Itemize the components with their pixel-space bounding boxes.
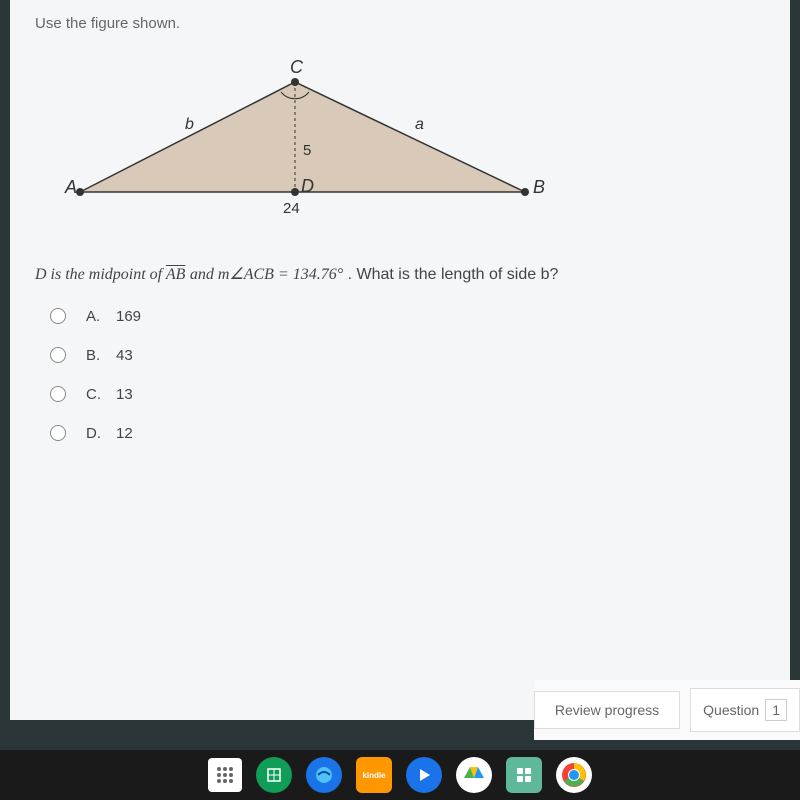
option-c[interactable]: C. 13 [50, 386, 765, 403]
triangle-figure: A B C D b a 5 24 [65, 62, 545, 232]
option-c-value: 13 [116, 386, 133, 403]
bottom-bar: Review progress Question 1 [534, 680, 800, 740]
option-b[interactable]: B. 43 [50, 347, 765, 364]
review-progress-button[interactable]: Review progress [534, 691, 680, 729]
sheets-icon[interactable] [256, 757, 292, 793]
option-b-value: 43 [116, 347, 133, 364]
app-launcher-icon[interactable] [208, 758, 242, 792]
drive-icon[interactable] [456, 757, 492, 793]
question-prefix: D is the midpoint of [35, 266, 166, 283]
vertex-c-label: C [290, 57, 303, 78]
question-counter: Question 1 [690, 688, 800, 732]
question-content: Use the figure shown. A B C D b a 5 24 D… [10, 0, 790, 720]
radio-d[interactable] [50, 425, 66, 441]
taskbar: kindle [0, 750, 800, 800]
play-icon[interactable] [406, 757, 442, 793]
question-middle: and [190, 266, 218, 283]
option-a-letter: A. [86, 308, 116, 325]
calculator-icon[interactable] [506, 757, 542, 793]
answer-options: A. 169 B. 43 C. 13 D. 12 [50, 308, 765, 442]
radio-b[interactable] [50, 347, 66, 363]
instruction-text: Use the figure shown. [35, 15, 765, 32]
question-number: 1 [765, 699, 787, 721]
option-b-letter: B. [86, 347, 116, 364]
side-b-label: b [185, 116, 194, 134]
screen-frame: Use the figure shown. A B C D b a 5 24 D… [0, 0, 800, 800]
segment-ab: AB [166, 266, 186, 283]
radio-c[interactable] [50, 386, 66, 402]
ab-length-label: 24 [283, 200, 300, 217]
side-a-label: a [415, 116, 424, 134]
cd-length-label: 5 [303, 142, 311, 159]
vertex-a-label: A [65, 177, 77, 198]
kindle-icon[interactable]: kindle [356, 757, 392, 793]
vertex-d-label: D [301, 176, 314, 197]
option-d-value: 12 [116, 425, 133, 442]
vertex-b-label: B [533, 177, 545, 198]
option-c-letter: C. [86, 386, 116, 403]
question-suffix: . What is the length of side b? [348, 266, 559, 283]
angle-expression: m∠ACB = 134.76° [218, 266, 343, 283]
question-label: Question [703, 702, 759, 718]
question-text: D is the midpoint of AB and m∠ACB = 134.… [35, 262, 765, 288]
option-a[interactable]: A. 169 [50, 308, 765, 325]
option-a-value: 169 [116, 308, 141, 325]
chrome-icon[interactable] [556, 757, 592, 793]
option-d[interactable]: D. 12 [50, 425, 765, 442]
radio-a[interactable] [50, 308, 66, 324]
edge-icon[interactable] [306, 757, 342, 793]
option-d-letter: D. [86, 425, 116, 442]
